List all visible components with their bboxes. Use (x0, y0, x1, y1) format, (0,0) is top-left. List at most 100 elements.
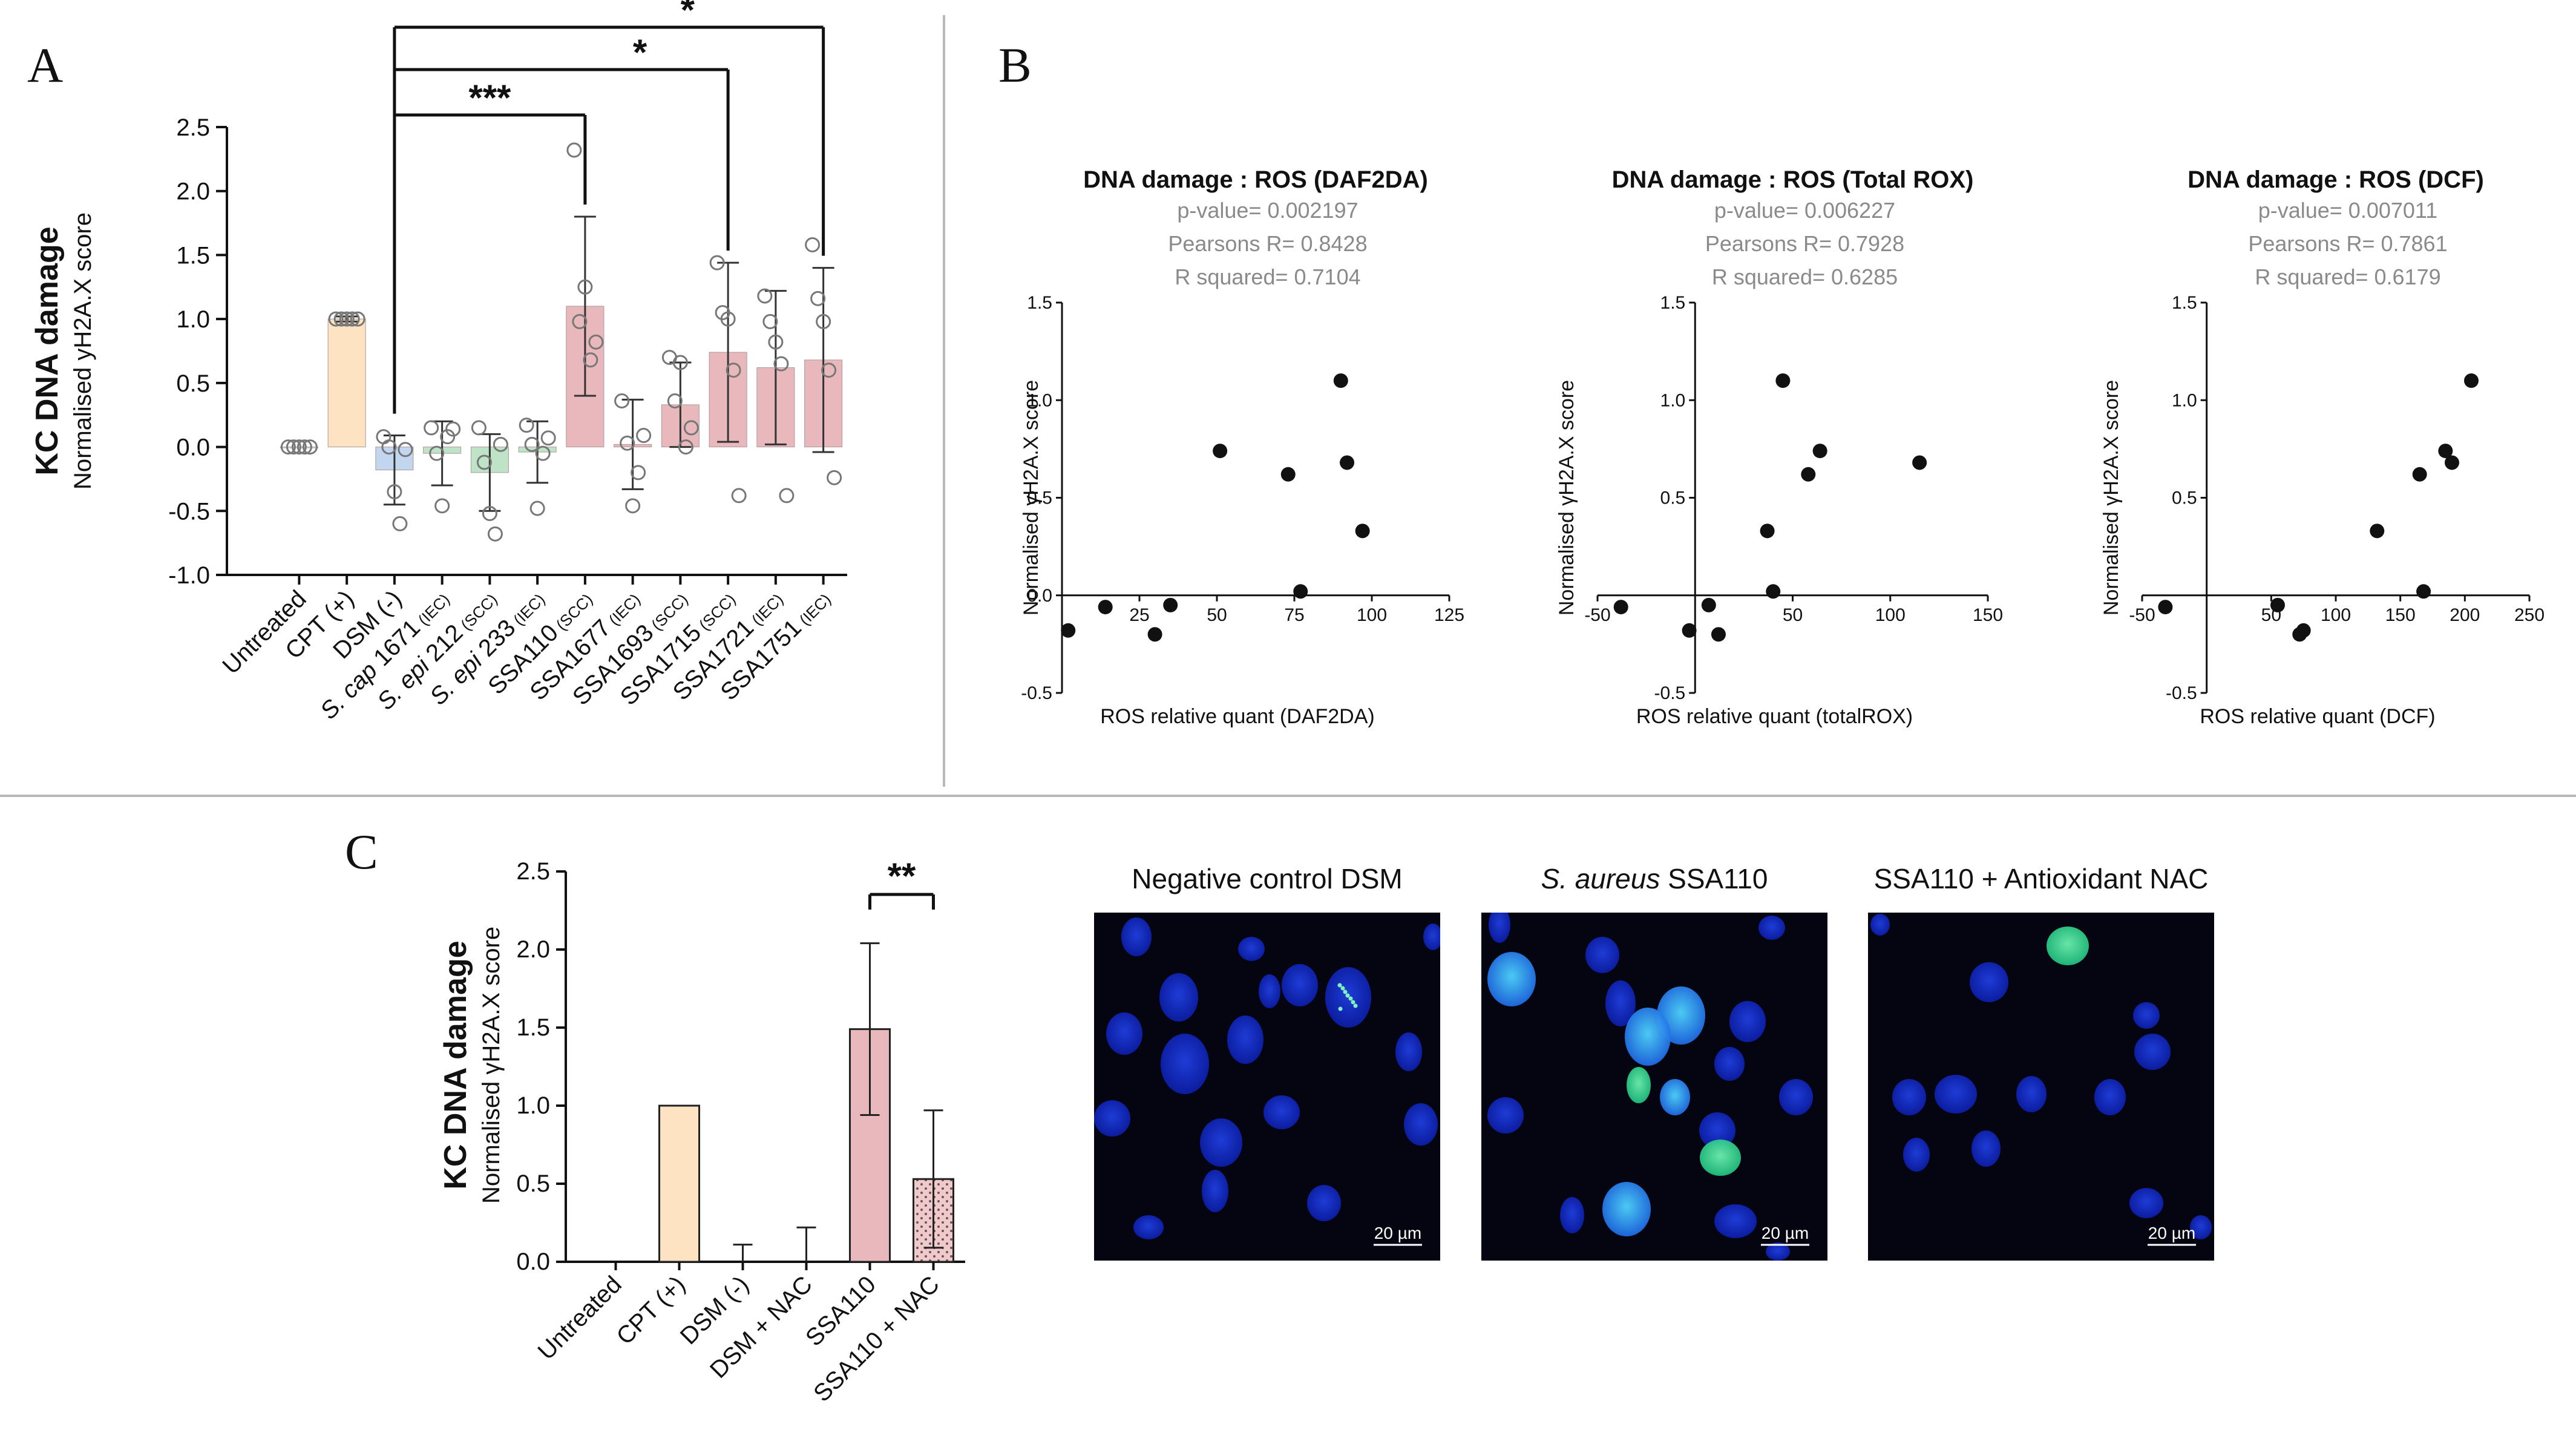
y-tick-label: 1.5 (176, 242, 210, 269)
scale-bar-label: 20 µm (2148, 1224, 2195, 1242)
y-tick-label: -0.5 (1654, 683, 1686, 703)
y-tick-label: -0.5 (1021, 683, 1052, 703)
x-tick-label: -50 (1584, 605, 1610, 625)
scatter-stat: R squared= 0.6285 (1712, 264, 1898, 289)
y-tick-label: 0.5 (2172, 488, 2197, 508)
data-point (429, 445, 445, 461)
nucleus (1935, 1075, 1977, 1114)
data-point (583, 352, 598, 368)
data-point (1801, 467, 1816, 482)
foci (1340, 986, 1345, 991)
category-italic: S. cap (315, 657, 382, 724)
scatter-stat: p-value= 0.007011 (2258, 198, 2438, 223)
data-point (588, 334, 604, 350)
data-point (1812, 444, 1827, 459)
data-point (620, 435, 635, 451)
data-point (779, 488, 795, 504)
data-point (1280, 467, 1296, 482)
data-point (2438, 444, 2453, 459)
data-point (519, 418, 534, 433)
data-point (731, 488, 747, 504)
x-category-label: CPT (+) (611, 1271, 690, 1350)
nucleus (1094, 1100, 1130, 1137)
nucleus (1307, 1185, 1341, 1221)
bar (327, 318, 366, 448)
data-point (1912, 455, 1927, 470)
scatter-stat: Pearsons R= 0.7928 (1705, 231, 1904, 256)
data-point (572, 313, 588, 329)
y-tick-label: 2.5 (176, 114, 210, 141)
data-point (631, 465, 646, 481)
data-point (827, 470, 842, 485)
data-point (726, 362, 741, 378)
y-tick-label: 0.5 (176, 370, 210, 397)
data-point (636, 428, 652, 444)
scatter-stat: Pearsons R= 0.7861 (2248, 231, 2447, 256)
x-tick-label: 150 (2385, 605, 2416, 625)
data-point (2296, 623, 2311, 638)
nucleus (1602, 1182, 1651, 1236)
y-tick-label: 0.5 (1027, 488, 1052, 508)
x-axis-title: ROS relative quant (totalROX) (1636, 705, 1913, 728)
nucleus (2129, 1188, 2163, 1218)
data-point (1355, 523, 1370, 539)
scatter-total-rox: DNA damage : ROS (Total ROX) p-value= 0.0… (1555, 166, 2003, 728)
foci (1337, 983, 1342, 988)
nucleus (1106, 1012, 1142, 1055)
data-point (773, 356, 789, 372)
data-point (333, 311, 349, 327)
y-axis-title: Normalised γH2A.X score (478, 927, 505, 1204)
data-point (672, 355, 688, 370)
micrograph-title-italic: S. aureus (1541, 863, 1660, 894)
data-point (709, 255, 725, 271)
y-tick-label: 1.5 (1660, 293, 1686, 313)
y-tick-label: -1.0 (168, 562, 210, 589)
data-point (805, 237, 821, 253)
scatter-title: DNA damage : ROS (DAF2DA) (1083, 166, 1428, 193)
data-point (540, 430, 556, 446)
y-tick-label: 1.0 (516, 1092, 550, 1119)
nucleus (1227, 1015, 1263, 1064)
data-point (2464, 373, 2479, 388)
data-point (434, 498, 450, 514)
nucleus (1121, 917, 1152, 956)
data-point (1711, 627, 1726, 642)
nucleus (1487, 952, 1536, 1006)
nucleus (1404, 1103, 1438, 1146)
panel-label-a: A (27, 38, 63, 93)
nucleus (1423, 923, 1440, 950)
data-point (387, 484, 402, 500)
micrograph-2: 20 µm S. aureus SSA110 (1481, 863, 1827, 1261)
y-tick-label: 0.0 (176, 435, 210, 461)
data-point (1293, 584, 1308, 599)
x-tick-label: 100 (2321, 605, 2351, 625)
nucleus (2094, 1079, 2126, 1115)
nucleus (2133, 1002, 2160, 1029)
y-axis-title: Normalised γH2A.X score (1555, 380, 1578, 615)
nucleus (1903, 1138, 1930, 1172)
nucleus (1259, 974, 1280, 1008)
data-point (720, 311, 736, 327)
micrograph-title: S. aureus SSA110 (1541, 863, 1768, 894)
data-point (344, 311, 360, 327)
data-point (768, 334, 784, 350)
nucleus (1487, 1097, 1524, 1133)
data-point (625, 498, 641, 514)
data-point (1340, 455, 1355, 470)
data-point (482, 506, 497, 522)
scatter-daf2da: DNA damage : ROS (DAF2DA) p-value= 0.0021… (1020, 166, 1464, 728)
data-point (350, 311, 365, 327)
x-axis-title: ROS relative quant (DCF) (2200, 705, 2435, 728)
scatter-dcf: DNA damage : ROS (DCF) p-value= 0.007011 P… (2100, 166, 2545, 728)
data-point (757, 288, 773, 304)
nuclei (1094, 917, 1440, 1239)
scatter-stat: p-value= 0.006227 (1714, 198, 1895, 223)
foci (1345, 993, 1350, 998)
data-point (1760, 523, 1775, 539)
nucleus (1870, 914, 1890, 936)
data-point (2370, 523, 2385, 539)
micrograph-1: 20 µm Negative control DSM (1094, 863, 1440, 1261)
nucleus (1560, 1197, 1584, 1233)
data-point (440, 429, 456, 445)
